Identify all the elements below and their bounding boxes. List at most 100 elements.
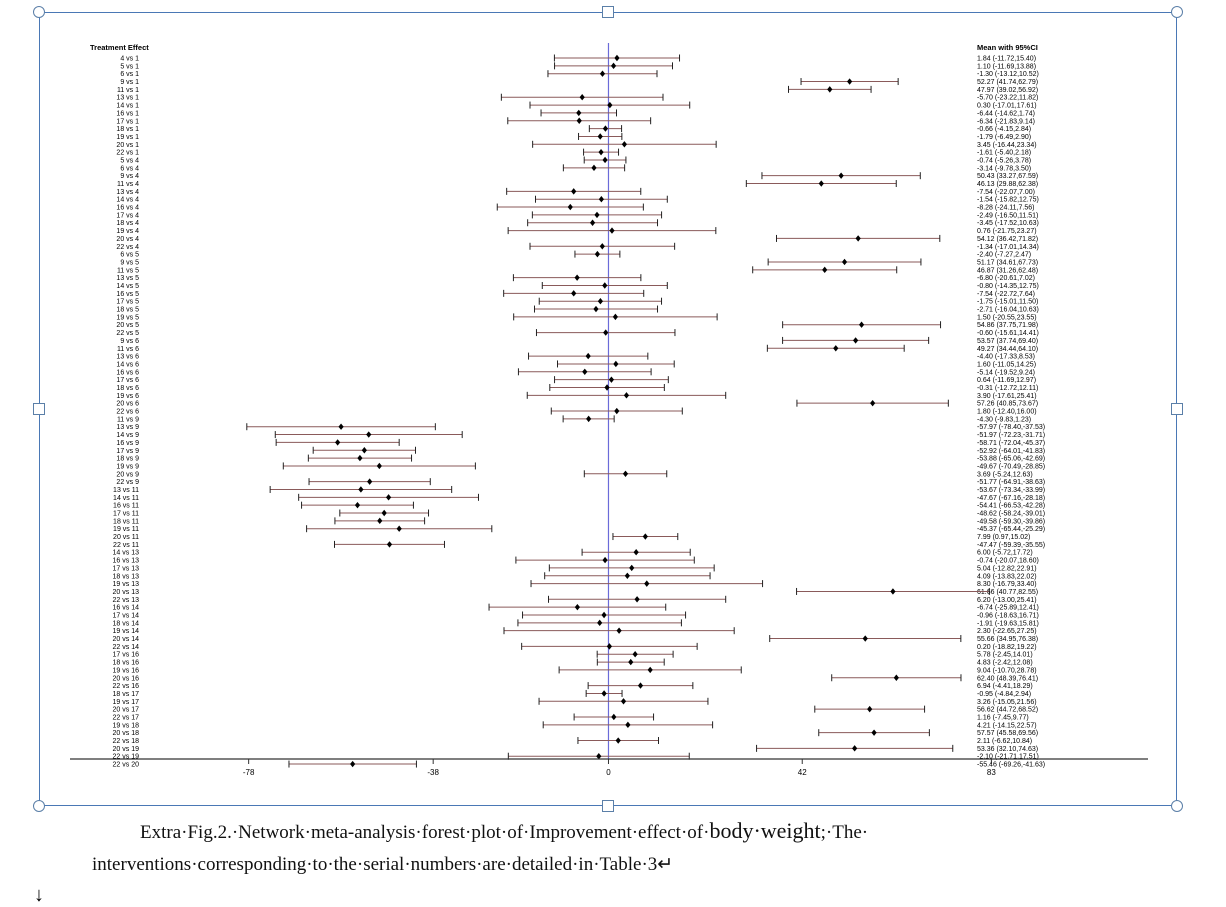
row-estimate-text: 4.21 (-14.15,22.57) (977, 722, 1037, 729)
row-label: 22 vs 4 (116, 244, 139, 251)
resize-handle-top-right[interactable] (1171, 6, 1183, 18)
point-estimate-marker (354, 501, 361, 509)
row-label: 16 vs 5 (116, 291, 139, 298)
row-label: 6 vs 4 (120, 165, 139, 172)
row-estimate-text: 61.66 (40.77,82.55) (977, 589, 1038, 596)
point-estimate-marker (647, 666, 653, 674)
point-estimate-marker (822, 266, 828, 274)
point-estimate-marker (376, 462, 382, 470)
point-estimate-marker (609, 227, 615, 234)
row-estimate-text: -1.75 (-15.01,11.50) (977, 299, 1038, 306)
row-label: 19 vs 1 (116, 134, 139, 141)
point-estimate-marker (591, 164, 597, 172)
row-estimate-text: 9.04 (-10.70,28.78) (977, 667, 1037, 674)
caption-text-line2: interventions·corresponding·to·the·seria… (92, 854, 674, 875)
row-estimate-text: -3.45 (-17.52,10.63) (977, 220, 1039, 227)
row-estimate-text: 1.84 (-11.72,15.40) (977, 56, 1036, 63)
figure-caption-line-2: interventions·corresponding·to·the·seria… (92, 853, 673, 876)
row-label: 20 vs 14 (113, 636, 140, 643)
row-estimate-text: -47.67 (-67.16,-28.18) (977, 495, 1045, 502)
point-estimate-marker (385, 494, 392, 501)
row-label: 22 vs 20 (113, 762, 140, 769)
row-label: 9 vs 1 (120, 79, 139, 86)
point-estimate-marker (597, 619, 603, 627)
figure-selection-frame[interactable]: Treatment Effect Mean with 95%CI 4 vs 1 1.8… (39, 12, 1177, 806)
row-label: 20 vs 6 (116, 401, 139, 408)
row-estimate-text: 54.12 (36.42,71.82) (977, 236, 1038, 243)
point-estimate-marker (612, 313, 619, 321)
row-label: 20 vs 16 (113, 675, 140, 682)
x-tick-label: 0 (606, 768, 611, 777)
row-label: 22 vs 14 (113, 644, 140, 651)
point-estimate-marker (361, 447, 367, 454)
row-estimate-text: 49.27 (34.44,64.10) (977, 346, 1038, 353)
point-estimate-marker (827, 86, 833, 93)
point-estimate-marker (642, 533, 648, 540)
row-label: 22 vs 17 (113, 714, 140, 721)
row-estimate-text: 1.80 (-12.40,16.00) (977, 409, 1037, 416)
row-label: 13 vs 11 (113, 487, 139, 494)
x-tick-label: 83 (987, 768, 996, 777)
x-tick-label: -78 (243, 768, 255, 777)
row-label: 14 vs 6 (116, 361, 139, 368)
row-label: 22 vs 5 (116, 330, 139, 337)
row-estimate-text: -4.40 (-17.33,8.53) (977, 354, 1035, 361)
resize-handle-bottom-right[interactable] (1171, 800, 1183, 812)
row-label: 11 vs 6 (117, 346, 139, 353)
point-estimate-marker (862, 635, 868, 642)
point-estimate-marker (603, 329, 609, 336)
row-label: 16 vs 11 (113, 503, 139, 510)
point-estimate-marker (594, 250, 601, 258)
x-tick-label: -38 (427, 768, 439, 777)
point-estimate-marker (574, 274, 580, 281)
row-estimate-text: 57.57 (45.58,69.56) (977, 730, 1038, 737)
point-estimate-marker (602, 125, 609, 132)
row-estimate-text: 1.16 (-7.45,9.77) (977, 714, 1029, 721)
row-label: 22 vs 1 (116, 150, 139, 157)
row-estimate-text: -0.74 (-20.07,18.60) (977, 558, 1039, 565)
resize-handle-middle-right[interactable] (1171, 403, 1183, 415)
row-label: 13 vs 9 (116, 424, 139, 431)
row-estimate-text: -49.58 (-59.30,-39.86) (977, 518, 1045, 525)
row-label: 18 vs 4 (116, 220, 139, 227)
row-estimate-text: 3.90 (-17.61,25.41) (977, 393, 1037, 400)
row-estimate-text: -49.67 (-70.49,-28.85) (977, 463, 1045, 470)
row-estimate-text: 50.43 (33.27,67.59) (977, 173, 1038, 180)
left-column-header: Treatment Effect (90, 43, 149, 52)
row-estimate-text: 3.26 (-15.05,21.56) (977, 699, 1037, 706)
row-label: 19 vs 17 (113, 699, 140, 706)
resize-handle-bottom-left[interactable] (33, 800, 45, 812)
row-label: 9 vs 6 (120, 338, 139, 345)
row-estimate-text: -53.67 (-73.34,-33.99) (977, 487, 1045, 494)
row-label: 20 vs 1 (116, 142, 139, 149)
point-estimate-marker (598, 196, 604, 203)
row-label: 17 vs 5 (116, 299, 139, 306)
row-label: 17 vs 9 (116, 448, 139, 455)
resize-handle-middle-left[interactable] (33, 403, 45, 415)
row-estimate-text: 46.13 (29.88,62.38) (977, 181, 1038, 188)
point-estimate-marker (377, 517, 383, 525)
row-label: 17 vs 14 (113, 612, 140, 619)
point-estimate-marker (634, 596, 640, 603)
row-estimate-text: 55.66 (34.95,76.38) (977, 636, 1038, 643)
row-label: 5 vs 4 (120, 157, 139, 164)
row-estimate-text: -2.49 (-16.50,11.51) (977, 212, 1038, 219)
resize-handle-bottom-middle[interactable] (602, 800, 614, 812)
row-estimate-text: -51.97 (-72.23,-31.71) (977, 432, 1045, 439)
row-estimate-text: -48.62 (-58.24,-39.01) (977, 511, 1045, 518)
row-label: 22 vs 16 (113, 683, 140, 690)
row-label: 6 vs 5 (120, 252, 139, 259)
point-estimate-marker (604, 384, 610, 391)
row-estimate-text: -2.40 (-7.27,2.47) (977, 252, 1031, 259)
row-label: 19 vs 9 (116, 463, 139, 470)
row-label: 18 vs 6 (116, 385, 139, 392)
caption-text-a: Extra·Fig.2.·Network·meta-analysis·fores… (140, 822, 710, 843)
row-label: 18 vs 16 (113, 660, 140, 667)
resize-handle-top-middle[interactable] (602, 6, 614, 18)
row-estimate-text: -6.80 (-20.61,7.02) (977, 275, 1035, 282)
row-estimate-text: 2.11 (-6.62,10.84) (977, 738, 1032, 745)
resize-handle-top-left[interactable] (33, 6, 45, 18)
point-estimate-marker (599, 70, 606, 77)
row-estimate-text: -1.34 (-17.01,14.34) (977, 244, 1039, 251)
row-label: 13 vs 5 (116, 275, 139, 282)
